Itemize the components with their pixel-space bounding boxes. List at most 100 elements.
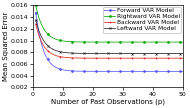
Backward VAR Model bbox=[181, 58, 184, 59]
Leftward VAR Model bbox=[101, 53, 103, 54]
Rightward VAR Model bbox=[179, 41, 181, 43]
Forward VAR Model bbox=[158, 71, 160, 72]
Backward VAR Model bbox=[164, 58, 166, 59]
Forward VAR Model bbox=[173, 71, 175, 72]
Leftward VAR Model bbox=[79, 53, 82, 54]
Rightward VAR Model bbox=[158, 41, 160, 43]
Forward VAR Model bbox=[86, 71, 88, 72]
Rightward VAR Model bbox=[173, 41, 175, 43]
Backward VAR Model bbox=[79, 57, 82, 59]
Line: Backward VAR Model: Backward VAR Model bbox=[35, 23, 184, 59]
Forward VAR Model bbox=[101, 71, 103, 72]
Backward VAR Model bbox=[119, 58, 121, 59]
Backward VAR Model bbox=[151, 58, 154, 59]
Line: Leftward VAR Model: Leftward VAR Model bbox=[35, 19, 184, 54]
Leftward VAR Model bbox=[134, 53, 136, 54]
Forward VAR Model bbox=[47, 59, 49, 60]
Leftward VAR Model bbox=[124, 53, 127, 54]
Forward VAR Model bbox=[179, 71, 181, 72]
Forward VAR Model bbox=[127, 71, 130, 72]
Rightward VAR Model bbox=[109, 41, 112, 43]
Rightward VAR Model bbox=[55, 39, 58, 40]
Forward VAR Model bbox=[37, 31, 40, 33]
Line: Rightward VAR Model: Rightward VAR Model bbox=[35, 5, 184, 43]
Backward VAR Model bbox=[173, 58, 175, 59]
Rightward VAR Model bbox=[136, 41, 139, 43]
Forward VAR Model bbox=[116, 71, 118, 72]
Rightward VAR Model bbox=[65, 41, 67, 42]
Backward VAR Model bbox=[40, 42, 43, 43]
Leftward VAR Model bbox=[131, 53, 133, 54]
Backward VAR Model bbox=[62, 56, 64, 58]
Leftward VAR Model bbox=[107, 53, 109, 54]
Backward VAR Model bbox=[161, 58, 163, 59]
Backward VAR Model bbox=[154, 58, 157, 59]
Forward VAR Model bbox=[89, 71, 91, 72]
Rightward VAR Model bbox=[47, 33, 49, 35]
Forward VAR Model bbox=[50, 63, 52, 64]
Forward VAR Model bbox=[74, 70, 76, 72]
Rightward VAR Model bbox=[116, 41, 118, 43]
Leftward VAR Model bbox=[136, 53, 139, 54]
Backward VAR Model bbox=[35, 24, 37, 25]
Forward VAR Model bbox=[79, 71, 82, 72]
Backward VAR Model bbox=[176, 58, 178, 59]
Backward VAR Model bbox=[146, 58, 148, 59]
Leftward VAR Model bbox=[82, 53, 85, 54]
Backward VAR Model bbox=[37, 34, 40, 36]
Leftward VAR Model bbox=[40, 37, 43, 38]
Leftward VAR Model bbox=[149, 53, 151, 54]
Line: Forward VAR Model: Forward VAR Model bbox=[35, 12, 184, 72]
Backward VAR Model bbox=[70, 57, 73, 58]
Backward VAR Model bbox=[101, 58, 103, 59]
Rightward VAR Model bbox=[142, 41, 145, 43]
Backward VAR Model bbox=[131, 58, 133, 59]
Forward VAR Model bbox=[92, 71, 94, 72]
Leftward VAR Model bbox=[109, 53, 112, 54]
Backward VAR Model bbox=[122, 58, 124, 59]
Rightward VAR Model bbox=[70, 41, 73, 42]
Backward VAR Model bbox=[107, 58, 109, 59]
Forward VAR Model bbox=[94, 71, 97, 72]
Rightward VAR Model bbox=[97, 41, 100, 43]
Backward VAR Model bbox=[97, 58, 100, 59]
Forward VAR Model bbox=[82, 71, 85, 72]
Forward VAR Model bbox=[181, 71, 184, 72]
Rightward VAR Model bbox=[77, 41, 79, 43]
Backward VAR Model bbox=[89, 57, 91, 59]
Forward VAR Model bbox=[154, 71, 157, 72]
Rightward VAR Model bbox=[74, 41, 76, 42]
Forward VAR Model bbox=[70, 70, 73, 71]
Leftward VAR Model bbox=[47, 45, 49, 46]
Forward VAR Model bbox=[97, 71, 100, 72]
Leftward VAR Model bbox=[94, 53, 97, 54]
Leftward VAR Model bbox=[67, 52, 70, 53]
Forward VAR Model bbox=[139, 71, 142, 72]
Forward VAR Model bbox=[62, 69, 64, 70]
Rightward VAR Model bbox=[166, 41, 169, 43]
Backward VAR Model bbox=[179, 58, 181, 59]
Forward VAR Model bbox=[109, 71, 112, 72]
Backward VAR Model bbox=[67, 57, 70, 58]
Rightward VAR Model bbox=[35, 5, 37, 6]
Rightward VAR Model bbox=[151, 41, 154, 43]
Forward VAR Model bbox=[142, 71, 145, 72]
Rightward VAR Model bbox=[67, 41, 70, 42]
Leftward VAR Model bbox=[89, 53, 91, 54]
Backward VAR Model bbox=[55, 55, 58, 56]
Rightward VAR Model bbox=[107, 41, 109, 43]
Rightward VAR Model bbox=[181, 41, 184, 43]
Backward VAR Model bbox=[65, 57, 67, 58]
Leftward VAR Model bbox=[77, 53, 79, 54]
X-axis label: Number of Past Observations (p): Number of Past Observations (p) bbox=[51, 98, 165, 105]
Backward VAR Model bbox=[77, 57, 79, 59]
Rightward VAR Model bbox=[122, 41, 124, 43]
Leftward VAR Model bbox=[179, 53, 181, 54]
Forward VAR Model bbox=[40, 44, 43, 46]
Forward VAR Model bbox=[164, 71, 166, 72]
Rightward VAR Model bbox=[79, 41, 82, 43]
Backward VAR Model bbox=[52, 54, 55, 55]
Rightward VAR Model bbox=[112, 41, 115, 43]
Forward VAR Model bbox=[151, 71, 154, 72]
Rightward VAR Model bbox=[131, 41, 133, 43]
